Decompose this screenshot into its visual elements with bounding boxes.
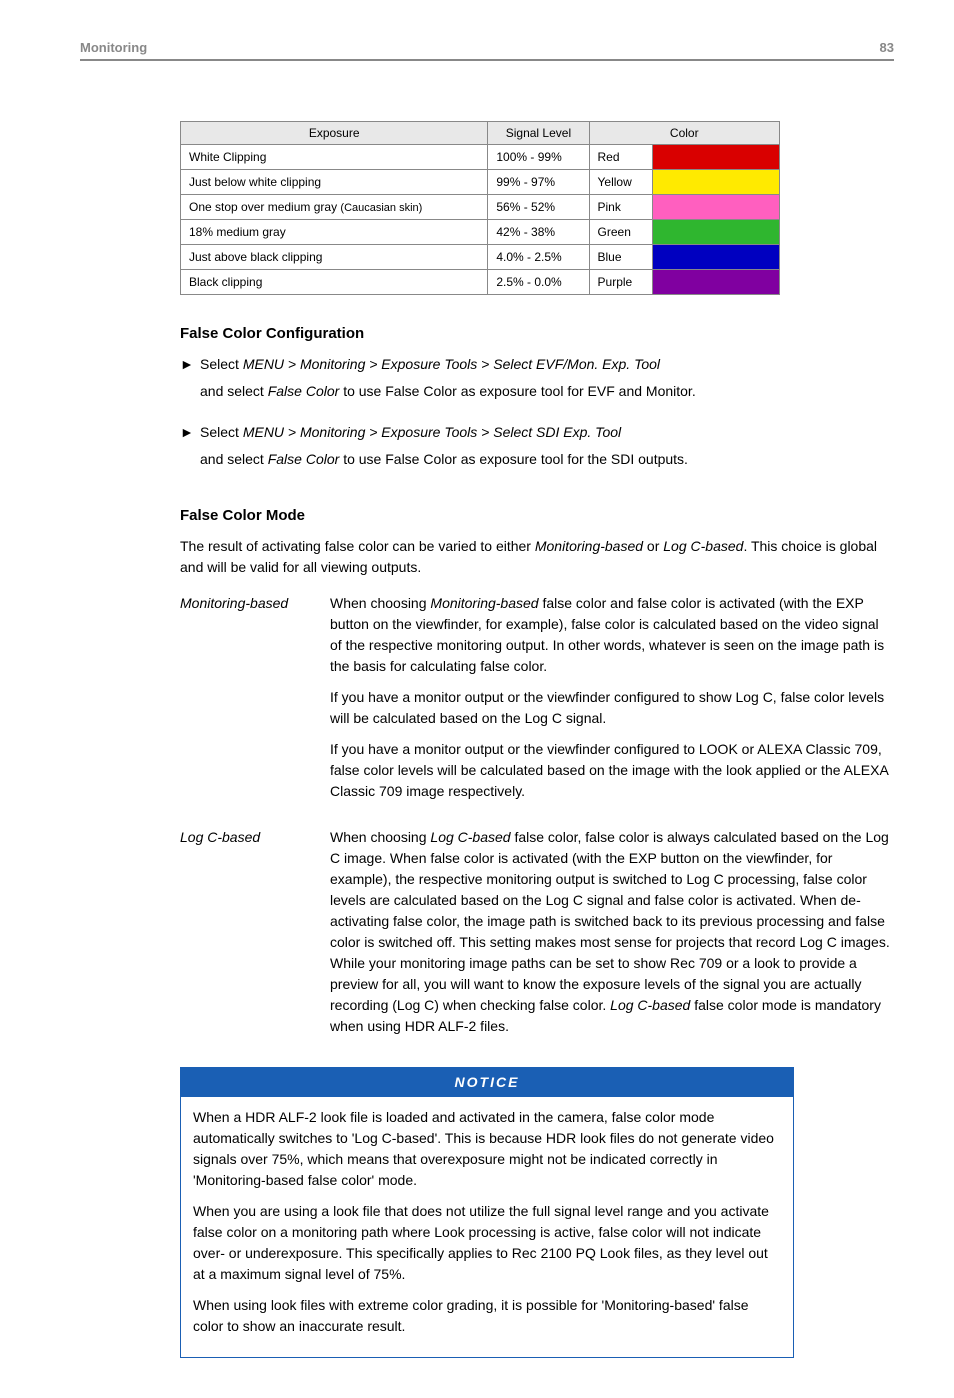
def-desc-monitoring: When choosing Monitoring-based false col… xyxy=(330,593,894,812)
cell-signal: 4.0% - 2.5% xyxy=(488,245,589,270)
cell-color-name: Purple xyxy=(589,270,652,295)
cell-signal: 99% - 97% xyxy=(488,170,589,195)
cell-color-swatch xyxy=(653,220,780,245)
d0p3: If you have a monitor output or the view… xyxy=(330,739,894,802)
cell-color-swatch xyxy=(653,245,780,270)
cell-color-name: Red xyxy=(589,145,652,170)
d1p1mid: false color, false color is always calcu… xyxy=(330,829,890,1013)
cell-color-swatch xyxy=(653,170,780,195)
d1p1pre: When choosing xyxy=(330,829,430,845)
cell-exposure: White Clipping xyxy=(181,145,488,170)
cell-color-name: Yellow xyxy=(589,170,652,195)
table-row: Black clipping2.5% - 0.0%Purple xyxy=(181,270,780,295)
mode-intro-it1: Monitoring-based xyxy=(535,538,643,554)
cell-signal: 42% - 38% xyxy=(488,220,589,245)
d1p1it: Log C-based xyxy=(430,829,510,845)
table-row: Just below white clipping99% - 97%Yellow xyxy=(181,170,780,195)
table-row: Just above black clipping4.0% - 2.5%Blue xyxy=(181,245,780,270)
page-container: Monitoring 83 Exposure Signal Level Colo… xyxy=(0,0,954,1398)
cell-signal: 56% - 52% xyxy=(488,195,589,220)
th-exposure: Exposure xyxy=(181,122,488,145)
cell-signal: 2.5% - 0.0% xyxy=(488,270,589,295)
mode-intro-mid: or xyxy=(643,538,663,554)
cell-color-swatch xyxy=(653,195,780,220)
mode-definitions: Monitoring-based When choosing Monitorin… xyxy=(180,593,894,1047)
notice-body: When a HDR ALF-2 look file is loaded and… xyxy=(181,1097,793,1357)
section-title-config: False Color Configuration xyxy=(180,325,894,342)
bullet-text: Select MENU > Monitoring > Exposure Tool… xyxy=(200,354,894,414)
th-color: Color xyxy=(589,122,779,145)
bullet-text: Select MENU > Monitoring > Exposure Tool… xyxy=(200,422,894,482)
cell-exposure: Black clipping xyxy=(181,270,488,295)
cell-color-name: Pink xyxy=(589,195,652,220)
notice-p1: When a HDR ALF-2 look file is loaded and… xyxy=(193,1107,781,1191)
table-row: One stop over medium gray (Caucasian ski… xyxy=(181,195,780,220)
cell-color-name: Green xyxy=(589,220,652,245)
def-desc-logc: When choosing Log C-based false color, f… xyxy=(330,827,894,1047)
exposure-table: Exposure Signal Level Color White Clippi… xyxy=(180,121,780,295)
cell-exposure: 18% medium gray xyxy=(181,220,488,245)
cell-color-name: Blue xyxy=(589,245,652,270)
cell-exposure: Just below white clipping xyxy=(181,170,488,195)
d0p2: If you have a monitor output or the view… xyxy=(330,687,894,729)
cell-exposure: One stop over medium gray (Caucasian ski… xyxy=(181,195,488,220)
cell-color-swatch xyxy=(653,270,780,295)
mode-intro-it2: Log C-based xyxy=(663,538,743,554)
list-item: ►Select MENU > Monitoring > Exposure Too… xyxy=(180,422,894,482)
def-monitoring: Monitoring-based When choosing Monitorin… xyxy=(180,593,894,812)
cell-exposure: Just above black clipping xyxy=(181,245,488,270)
header-section: Monitoring xyxy=(80,40,147,55)
d0p1pre: When choosing xyxy=(330,595,430,611)
notice-header: NOTICE xyxy=(181,1068,793,1097)
d0p1it: Monitoring-based xyxy=(430,595,538,611)
table-row: White Clipping100% - 99%Red xyxy=(181,145,780,170)
table-row: 18% medium gray42% - 38%Green xyxy=(181,220,780,245)
cell-signal: 100% - 99% xyxy=(488,145,589,170)
section-title-mode: False Color Mode xyxy=(180,507,894,524)
triangle-icon: ► xyxy=(180,422,200,482)
def-logc: Log C-based When choosing Log C-based fa… xyxy=(180,827,894,1047)
list-item: ►Select MENU > Monitoring > Exposure Too… xyxy=(180,354,894,414)
mode-intro-prefix: The result of activating false color can… xyxy=(180,538,535,554)
triangle-icon: ► xyxy=(180,354,200,414)
def-term-monitoring: Monitoring-based xyxy=(180,593,330,812)
def-term-logc: Log C-based xyxy=(180,827,330,1047)
mode-intro: The result of activating false color can… xyxy=(180,536,894,578)
th-signal: Signal Level xyxy=(488,122,589,145)
config-bullets: ►Select MENU > Monitoring > Exposure Too… xyxy=(180,354,894,482)
header-page-number: 83 xyxy=(880,40,894,55)
d1p1it2: Log C-based xyxy=(610,997,690,1013)
notice-box: NOTICE When a HDR ALF-2 look file is loa… xyxy=(180,1067,794,1358)
notice-p2: When you are using a look file that does… xyxy=(193,1201,781,1285)
page-header: Monitoring 83 xyxy=(80,40,894,61)
notice-p3: When using look files with extreme color… xyxy=(193,1295,781,1337)
cell-color-swatch xyxy=(653,145,780,170)
